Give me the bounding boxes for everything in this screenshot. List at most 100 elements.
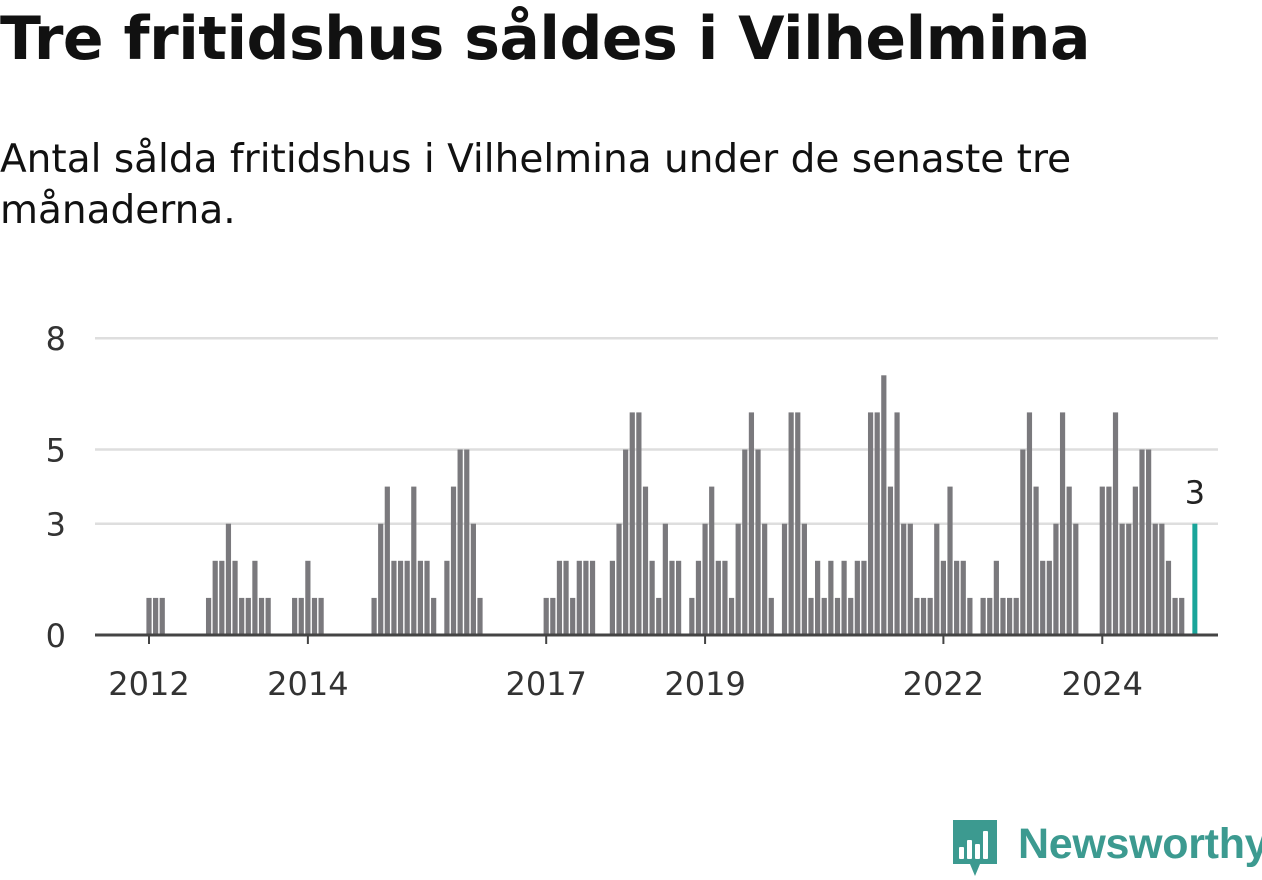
bar [470, 523, 476, 635]
bar [623, 449, 629, 635]
bar [808, 597, 814, 635]
bar [298, 597, 304, 635]
bar [861, 560, 867, 635]
bar [417, 560, 424, 635]
bar [742, 449, 748, 635]
newsworthy-logo[interactable]: Newsworthy [950, 818, 1262, 880]
bar [146, 597, 152, 635]
bar [444, 560, 450, 635]
bar [927, 597, 933, 635]
bar [914, 597, 920, 635]
bar [841, 560, 847, 635]
bar [225, 523, 232, 635]
bar [543, 597, 549, 635]
bar [854, 560, 860, 635]
bar [920, 597, 927, 635]
bar [702, 523, 708, 635]
bar [576, 560, 582, 635]
bar [589, 560, 596, 635]
x-tick-label: 2024 [1062, 665, 1143, 703]
bar [391, 560, 397, 635]
bar [239, 597, 245, 635]
bar [1020, 449, 1026, 635]
bar [881, 375, 887, 635]
logo-text: Newsworthy [1018, 820, 1262, 868]
bar [788, 412, 794, 635]
bar [245, 597, 251, 635]
bar [960, 560, 966, 635]
chart-title: Tre fritidshus såldes i Vilhelmina [0, 4, 1090, 74]
bar [1059, 412, 1066, 635]
bar [934, 523, 940, 635]
bar [894, 412, 900, 635]
bar [709, 486, 715, 635]
bar [1053, 523, 1059, 635]
bar [662, 523, 668, 635]
bar [311, 597, 318, 635]
bar [795, 412, 801, 635]
bar [1013, 597, 1019, 635]
bar [695, 560, 702, 635]
bar [232, 560, 238, 635]
x-tick-label: 2019 [664, 665, 745, 703]
bar [940, 560, 946, 635]
bar [1033, 486, 1039, 635]
bar [676, 560, 682, 635]
bar [1106, 486, 1112, 635]
bar [715, 560, 721, 635]
y-tick-label: 5 [46, 432, 66, 470]
bar [450, 486, 457, 635]
bar [735, 523, 741, 635]
bar [252, 560, 258, 635]
bar [967, 597, 973, 635]
bar [755, 449, 761, 635]
bar [1139, 449, 1145, 635]
bar [477, 597, 483, 635]
y-tick-label: 3 [46, 506, 66, 544]
y-tick-label: 0 [46, 617, 66, 655]
bar [947, 486, 953, 635]
bar [219, 560, 225, 635]
bar [834, 597, 841, 635]
x-tick-label: 2012 [108, 665, 189, 703]
bar [570, 597, 576, 635]
x-tick-label: 2014 [267, 665, 348, 703]
y-tick-label: 8 [46, 320, 66, 358]
bar [954, 560, 960, 635]
bar [1099, 486, 1105, 635]
bar [815, 560, 821, 635]
bar [212, 560, 218, 635]
x-tick-label: 2017 [505, 665, 586, 703]
bar [1172, 597, 1178, 635]
bar [404, 560, 410, 635]
bar [887, 486, 894, 635]
bar [781, 523, 788, 635]
bar [205, 597, 212, 635]
bar [1165, 560, 1172, 635]
bar [411, 486, 417, 635]
bar [457, 449, 463, 635]
bar [821, 597, 827, 635]
bar [848, 597, 854, 635]
bar [1152, 523, 1158, 635]
bar [305, 560, 311, 635]
bar [1159, 523, 1165, 635]
bar [378, 523, 384, 635]
bar [292, 597, 298, 635]
bar [669, 560, 675, 635]
bar [1132, 486, 1138, 635]
newsworthy-logo-icon [953, 820, 997, 876]
bar [1026, 412, 1033, 635]
bar [768, 597, 774, 635]
bar [1040, 560, 1046, 635]
bar [318, 597, 324, 635]
bar [748, 412, 755, 635]
bar [874, 412, 880, 635]
bar [159, 597, 165, 635]
bar-chart: 0 3 5 8 3 2012 2014 2017 2019 2022 2024 [46, 320, 1218, 703]
bar [424, 560, 430, 635]
bar [980, 597, 986, 635]
bar [371, 597, 377, 635]
bar [828, 560, 834, 635]
bar [762, 523, 768, 635]
